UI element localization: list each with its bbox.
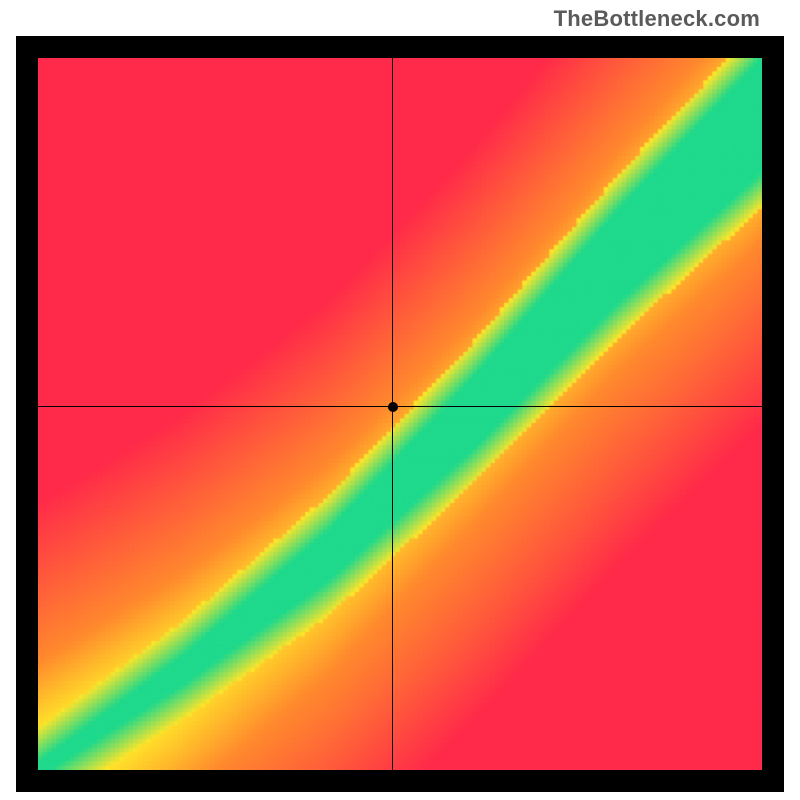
crosshair-vertical bbox=[392, 58, 393, 770]
crosshair-dot bbox=[388, 402, 398, 412]
crosshair-horizontal bbox=[38, 406, 762, 407]
heatmap-canvas bbox=[38, 58, 762, 770]
chart-container: TheBottleneck.com bbox=[0, 0, 800, 800]
page-title: TheBottleneck.com bbox=[554, 6, 760, 32]
